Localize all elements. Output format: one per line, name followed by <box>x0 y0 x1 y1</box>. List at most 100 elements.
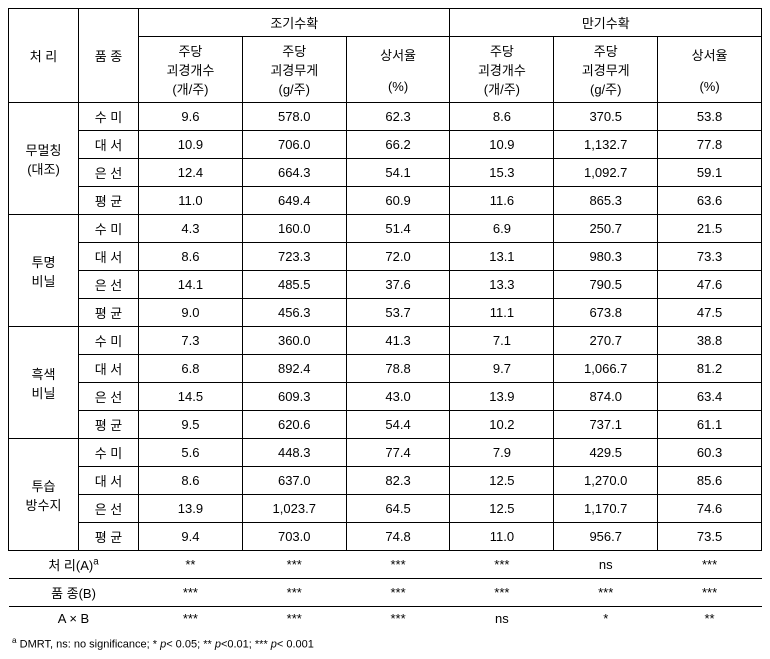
value-cell: 12.5 <box>450 467 554 495</box>
variety-cell: 평 균 <box>79 299 139 327</box>
sig-A-1: *** <box>242 551 346 579</box>
value-cell: 10.9 <box>450 131 554 159</box>
sig-B-2: *** <box>346 579 450 607</box>
table-row: 투습 방수지수 미5.6448.377.47.9429.560.3 <box>9 439 762 467</box>
variety-cell: 평 균 <box>79 411 139 439</box>
value-cell: 4.3 <box>139 215 243 243</box>
value-cell: 61.1 <box>658 411 762 439</box>
variety-cell: 대 서 <box>79 467 139 495</box>
value-cell: 51.4 <box>346 215 450 243</box>
variety-cell: 수 미 <box>79 215 139 243</box>
table-row: 은 선14.5609.343.013.9874.063.4 <box>9 383 762 411</box>
table-row: 은 선14.1485.537.613.3790.547.6 <box>9 271 762 299</box>
table-row: 평 균9.4703.074.811.0956.773.5 <box>9 523 762 551</box>
value-cell: 673.8 <box>554 299 658 327</box>
value-cell: 12.4 <box>139 159 243 187</box>
variety-cell: 수 미 <box>79 103 139 131</box>
value-cell: 13.1 <box>450 243 554 271</box>
value-cell: 13.9 <box>450 383 554 411</box>
table-row: 은 선13.91,023.764.512.51,170.774.6 <box>9 495 762 523</box>
variety-cell: 은 선 <box>79 383 139 411</box>
value-cell: 11.6 <box>450 187 554 215</box>
value-cell: 13.3 <box>450 271 554 299</box>
variety-cell: 은 선 <box>79 159 139 187</box>
header-variety: 품 종 <box>79 9 139 103</box>
table-row: 대 서6.8892.478.89.71,066.781.2 <box>9 355 762 383</box>
variety-cell: 대 서 <box>79 243 139 271</box>
value-cell: 66.2 <box>346 131 450 159</box>
value-cell: 8.6 <box>139 467 243 495</box>
header-late-weight: 주당 괴경무게 (g/주) <box>554 37 658 103</box>
sig-B-5: *** <box>658 579 762 607</box>
value-cell: 43.0 <box>346 383 450 411</box>
value-cell: 38.8 <box>658 327 762 355</box>
value-cell: 77.4 <box>346 439 450 467</box>
value-cell: 9.6 <box>139 103 243 131</box>
value-cell: 637.0 <box>242 467 346 495</box>
value-cell: 21.5 <box>658 215 762 243</box>
value-cell: 14.1 <box>139 271 243 299</box>
sig-A-3: *** <box>450 551 554 579</box>
value-cell: 1,170.7 <box>554 495 658 523</box>
sig-A-0: ** <box>139 551 243 579</box>
value-cell: 53.8 <box>658 103 762 131</box>
value-cell: 956.7 <box>554 523 658 551</box>
value-cell: 64.5 <box>346 495 450 523</box>
value-cell: 7.9 <box>450 439 554 467</box>
value-cell: 73.3 <box>658 243 762 271</box>
sig-B-3: *** <box>450 579 554 607</box>
header-early: 조기수확 <box>139 9 450 37</box>
value-cell: 6.9 <box>450 215 554 243</box>
value-cell: 429.5 <box>554 439 658 467</box>
value-cell: 9.4 <box>139 523 243 551</box>
variety-cell: 대 서 <box>79 355 139 383</box>
value-cell: 74.8 <box>346 523 450 551</box>
sig-AB-0: *** <box>139 607 243 631</box>
value-cell: 664.3 <box>242 159 346 187</box>
value-cell: 7.1 <box>450 327 554 355</box>
table-row: 투명 비닐수 미4.3160.051.46.9250.721.5 <box>9 215 762 243</box>
data-table: 처 리 품 종 조기수확 만기수확 주당 괴경개수 (개/주) 주당 괴경무게 … <box>8 8 762 630</box>
value-cell: 15.3 <box>450 159 554 187</box>
value-cell: 63.4 <box>658 383 762 411</box>
value-cell: 790.5 <box>554 271 658 299</box>
value-cell: 1,270.0 <box>554 467 658 495</box>
value-cell: 706.0 <box>242 131 346 159</box>
value-cell: 10.2 <box>450 411 554 439</box>
table-row: 은 선12.4664.354.115.31,092.759.1 <box>9 159 762 187</box>
value-cell: 47.6 <box>658 271 762 299</box>
table-row: 대 서8.6637.082.312.51,270.085.6 <box>9 467 762 495</box>
value-cell: 59.1 <box>658 159 762 187</box>
value-cell: 74.6 <box>658 495 762 523</box>
value-cell: 1,092.7 <box>554 159 658 187</box>
value-cell: 8.6 <box>450 103 554 131</box>
variety-cell: 수 미 <box>79 439 139 467</box>
table-row: 평 균9.5620.654.410.2737.161.1 <box>9 411 762 439</box>
value-cell: 11.0 <box>139 187 243 215</box>
header-late-count: 주당 괴경개수 (개/주) <box>450 37 554 103</box>
value-cell: 37.6 <box>346 271 450 299</box>
header-early-rate: 상서율 (%) <box>346 37 450 103</box>
value-cell: 78.8 <box>346 355 450 383</box>
value-cell: 60.9 <box>346 187 450 215</box>
table-row: 흑색 비닐수 미7.3360.041.37.1270.738.8 <box>9 327 762 355</box>
variety-cell: 은 선 <box>79 271 139 299</box>
value-cell: 13.9 <box>139 495 243 523</box>
value-cell: 5.6 <box>139 439 243 467</box>
value-cell: 448.3 <box>242 439 346 467</box>
sig-B-0: *** <box>139 579 243 607</box>
variety-cell: 은 선 <box>79 495 139 523</box>
value-cell: 8.6 <box>139 243 243 271</box>
footnote: a DMRT, ns: no significance; * p< 0.05; … <box>8 630 762 651</box>
table-row: 무멀칭 (대조)수 미9.6578.062.38.6370.553.8 <box>9 103 762 131</box>
value-cell: 160.0 <box>242 215 346 243</box>
header-early-count: 주당 괴경개수 (개/주) <box>139 37 243 103</box>
value-cell: 63.6 <box>658 187 762 215</box>
value-cell: 1,132.7 <box>554 131 658 159</box>
value-cell: 12.5 <box>450 495 554 523</box>
treatment-cell: 투습 방수지 <box>9 439 79 551</box>
value-cell: 9.0 <box>139 299 243 327</box>
value-cell: 485.5 <box>242 271 346 299</box>
sig-label-B: 품 종(B) <box>9 579 139 607</box>
sig-B-4: *** <box>554 579 658 607</box>
